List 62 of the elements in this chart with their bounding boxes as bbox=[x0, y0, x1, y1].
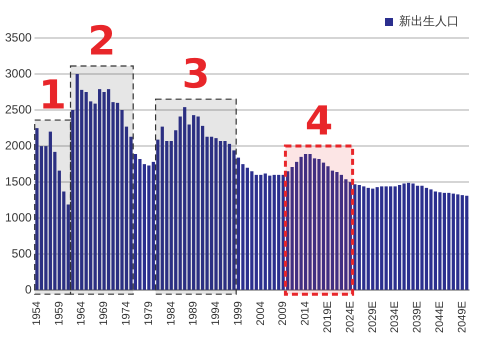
bar bbox=[340, 174, 344, 290]
bar bbox=[106, 89, 110, 290]
y-tick-label: 3000 bbox=[4, 66, 32, 80]
y-tick-label: 1000 bbox=[4, 210, 32, 224]
band-label: 4 bbox=[305, 98, 333, 144]
bar bbox=[335, 172, 339, 290]
x-tick-label: 1999 bbox=[232, 301, 244, 326]
bar bbox=[312, 158, 316, 290]
x-tick-label: 2004 bbox=[254, 301, 267, 326]
x-tick-label: 2049E bbox=[456, 301, 468, 334]
x-tick-label: 2034E bbox=[389, 301, 402, 334]
bar bbox=[304, 154, 308, 290]
bar bbox=[102, 92, 106, 290]
bar bbox=[406, 182, 410, 290]
x-tick-label: 1964 bbox=[76, 301, 88, 326]
bar bbox=[330, 170, 334, 290]
bar bbox=[228, 144, 232, 290]
y-tick-label: 500 bbox=[12, 246, 32, 260]
band-label: 2 bbox=[88, 18, 116, 64]
x-tick-label: 2024E bbox=[344, 301, 356, 334]
x-tick-label: 1969 bbox=[98, 301, 110, 326]
bar bbox=[214, 138, 218, 290]
bar bbox=[402, 184, 406, 290]
legend-label: 新出生人口 bbox=[399, 14, 459, 28]
x-tick-label: 2009 bbox=[277, 301, 290, 326]
x-tick-label: 1989 bbox=[188, 301, 200, 326]
bar bbox=[438, 192, 442, 290]
x-tick-label: 2014 bbox=[300, 301, 312, 326]
x-tick-label: 2019E bbox=[322, 301, 334, 334]
band-label: 3 bbox=[182, 52, 210, 98]
x-tick-label: 2029E bbox=[366, 301, 379, 334]
bar bbox=[218, 141, 222, 290]
x-tick-label: 1959 bbox=[53, 301, 66, 326]
x-tick-label: 1984 bbox=[165, 301, 178, 326]
bar bbox=[424, 188, 428, 290]
bar bbox=[308, 154, 312, 290]
bar bbox=[411, 184, 415, 290]
y-tick-label: 1500 bbox=[4, 174, 32, 188]
y-tick-label: 0 bbox=[25, 282, 32, 297]
bar bbox=[398, 184, 402, 290]
band-label: 1 bbox=[38, 72, 67, 118]
x-tick-label: 2044E bbox=[434, 301, 446, 334]
bar bbox=[429, 189, 433, 290]
bar bbox=[116, 102, 120, 290]
bar bbox=[210, 136, 214, 290]
bar bbox=[416, 186, 420, 290]
bar bbox=[322, 162, 326, 290]
y-tick-label: 2500 bbox=[4, 102, 32, 116]
y-tick-label: 3500 bbox=[4, 30, 32, 44]
bar bbox=[299, 156, 303, 290]
bar bbox=[326, 166, 330, 290]
bar bbox=[317, 159, 321, 290]
bar bbox=[35, 128, 39, 290]
x-tick-label: 1979 bbox=[142, 301, 155, 326]
bar bbox=[223, 141, 227, 290]
x-tick-label: 1974 bbox=[120, 301, 133, 326]
y-tick-label: 2000 bbox=[4, 138, 32, 152]
x-tick-label: 1994 bbox=[210, 301, 222, 326]
bar bbox=[420, 186, 424, 290]
x-tick-label: 1954 bbox=[30, 301, 43, 326]
bar bbox=[434, 191, 438, 290]
x-tick-label: 2039E bbox=[412, 301, 424, 334]
